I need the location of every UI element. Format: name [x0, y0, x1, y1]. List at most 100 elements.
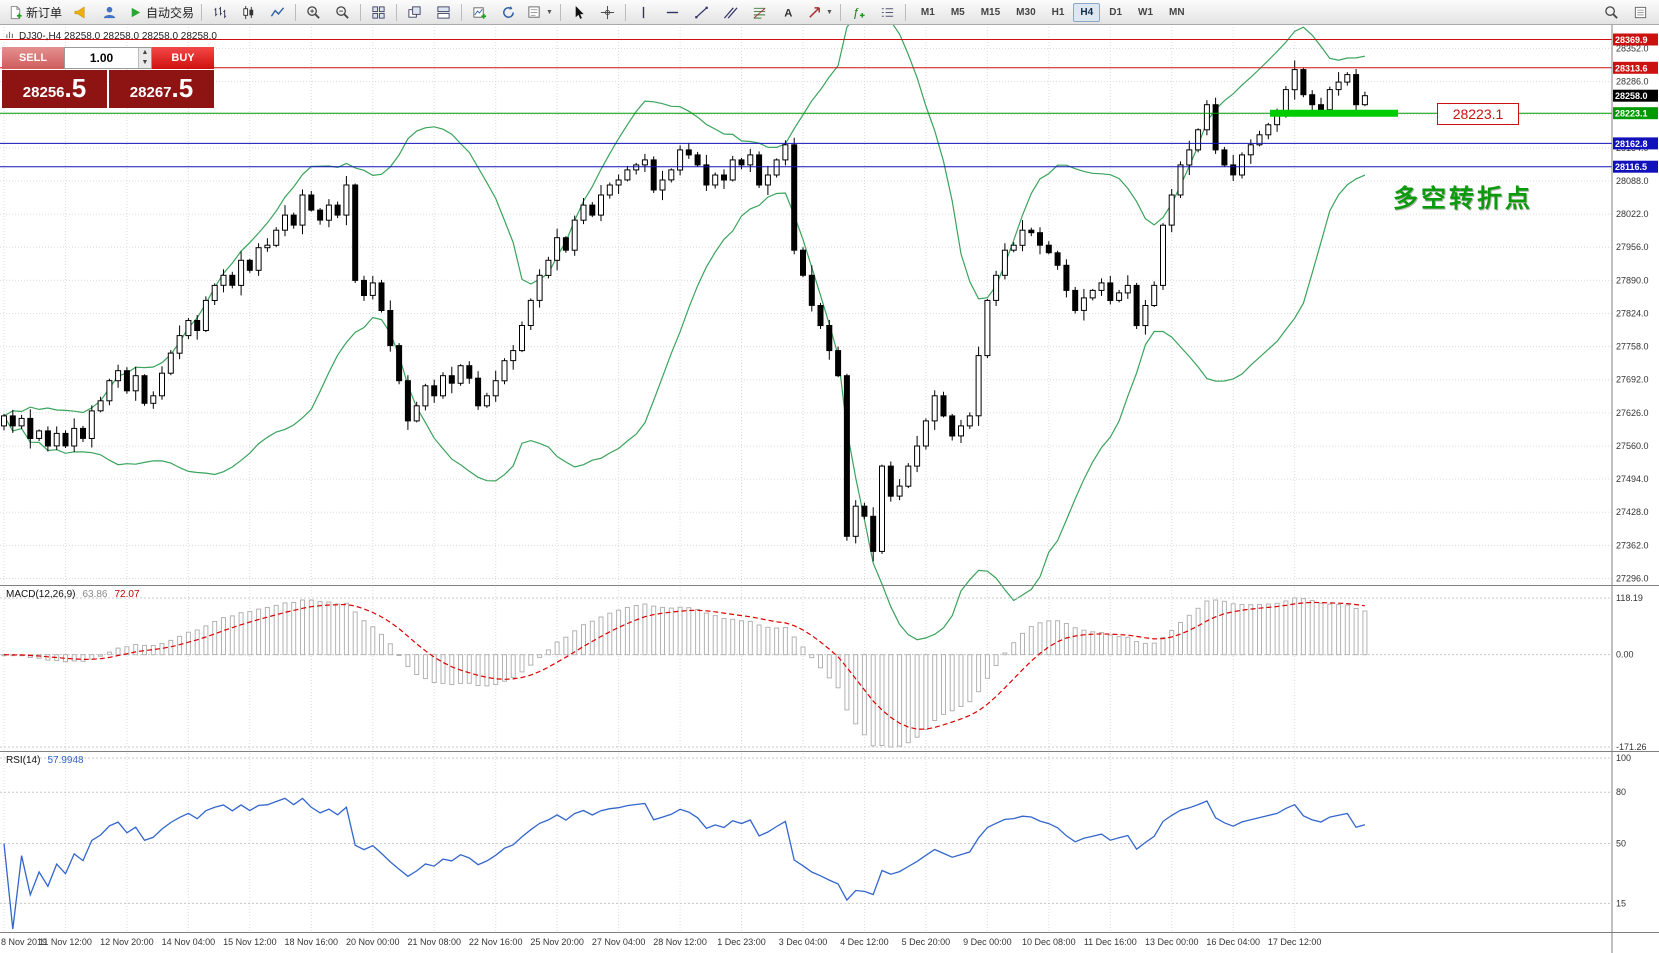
buy-button[interactable]: BUY [152, 47, 214, 69]
price-axis-label: 27560.0 [1616, 441, 1649, 451]
bar-chart-icon[interactable] [205, 1, 234, 24]
toolbar-separator [624, 3, 626, 21]
cursor-icon[interactable] [564, 1, 593, 24]
arrange-windows-icon[interactable] [429, 1, 458, 24]
volume-input[interactable] [65, 48, 138, 68]
chart-template-icon[interactable]: ▼ [523, 1, 557, 24]
rsi-value: 57.9948 [47, 755, 84, 766]
autotrading-button[interactable]: 自动交易 [124, 1, 198, 24]
time-axis-label: 22 Nov 16:00 [469, 937, 523, 947]
toolbar-separator [360, 3, 362, 21]
macd-main-value: 63.86 [82, 589, 108, 600]
tile-windows-icon[interactable] [364, 1, 393, 24]
price-axis-tag-text: 28369.9 [1615, 35, 1648, 45]
macd-axis-label: -171.26 [1616, 742, 1647, 752]
data-window-icon[interactable] [1626, 1, 1655, 24]
zoom-in-icon[interactable] [299, 1, 328, 24]
toolbar-separator [839, 3, 841, 21]
timeframe-d1[interactable]: D1 [1109, 6, 1123, 18]
macd-axis-label: 0.00 [1616, 650, 1634, 660]
price-axis-tag [1613, 33, 1658, 46]
rsi-axis-label: 15 [1616, 898, 1626, 908]
main-toolbar: 新订单 自动交易 [0, 0, 1659, 25]
toolbar-separator [559, 3, 561, 21]
price-axis-label: 28088.0 [1616, 176, 1649, 186]
timeframe-m1[interactable]: M1 [920, 6, 935, 18]
search-icon[interactable] [1597, 1, 1626, 24]
toolbar-separator [461, 3, 463, 21]
price-level-tag[interactable]: 28223.1 [1437, 103, 1519, 125]
timeframe-mn[interactable]: MN [1169, 6, 1185, 18]
time-axis-label: 11 Dec 16:00 [1084, 937, 1137, 947]
rsi-indicator-label: RSI(14) 57.9948 [6, 755, 84, 766]
timeframe-m15[interactable]: M15 [980, 6, 1001, 18]
line-chart-icon[interactable] [263, 1, 292, 24]
chevron-down-icon: ▼ [546, 8, 553, 16]
zoom-out-icon[interactable] [328, 1, 357, 24]
volume-spin-buttons[interactable]: ▲ ▼ [138, 48, 151, 68]
timeframe-h1[interactable]: H1 [1051, 6, 1065, 18]
channel-tool-icon[interactable] [716, 1, 745, 24]
one-click-trading-panel: SELL ▲▼ BUY 28256.5 28267.5 [2, 47, 214, 108]
time-axis-label: 20 Nov 00:00 [346, 937, 400, 947]
sell-button[interactable]: SELL [2, 47, 64, 69]
price-axis-label: 28352.0 [1616, 43, 1649, 53]
fibonacci-tool-icon[interactable] [745, 1, 774, 24]
time-axis-label: 17 Dec 12:00 [1268, 937, 1322, 947]
buy-price[interactable]: 28267.5 [109, 70, 214, 108]
objects-list-icon[interactable] [873, 1, 902, 24]
bollinger-bands [3, 3, 1366, 641]
time-axis-label: 12 Nov 20:00 [100, 937, 154, 947]
refresh-icon[interactable] [494, 1, 523, 24]
price-axis-label: 27362.0 [1616, 540, 1649, 550]
price-axis-label: 27824.0 [1616, 308, 1649, 318]
cascade-windows-icon[interactable] [400, 1, 429, 24]
candlestick-chart-icon[interactable] [234, 1, 263, 24]
macd-signal-value: 72.07 [114, 589, 140, 600]
community-icon[interactable] [95, 1, 124, 24]
volume-stepper[interactable]: ▲▼ [64, 47, 152, 69]
timeframe-m5[interactable]: M5 [950, 6, 965, 18]
crosshair-icon[interactable] [593, 1, 622, 24]
toolbar-separator [295, 3, 297, 21]
toolbar-separator [201, 3, 203, 21]
price-axis-label: 27956.0 [1616, 242, 1649, 252]
autotrading-label: 自动交易 [146, 5, 195, 20]
new-order-label: 新订单 [26, 5, 63, 20]
price-axis-label: 27758.0 [1616, 342, 1649, 352]
arrows-tool-icon[interactable]: ▼ [803, 1, 837, 24]
time-axis-label: 21 Nov 08:00 [407, 937, 461, 947]
price-axis-tag [1613, 160, 1658, 173]
horizontal-line-tool-icon[interactable] [658, 1, 687, 24]
sell-price[interactable]: 28256.5 [2, 70, 107, 108]
price-axis-label: 28022.0 [1616, 209, 1649, 219]
timeframe-h4[interactable]: H4 [1073, 2, 1101, 22]
vertical-line-tool-icon[interactable] [629, 1, 658, 24]
time-axis-label: 13 Dec 00:00 [1145, 937, 1199, 947]
timeframe-toolbar: M1 M5 M15 M30 H1 H4 D1 W1 MN [913, 2, 1193, 22]
volume-down-icon[interactable]: ▼ [138, 58, 151, 68]
macd-indicator-label: MACD(12,26,9) 63.86 72.07 [6, 589, 140, 600]
toolbar-right-group [1597, 1, 1655, 24]
chevron-down-icon: ▼ [825, 8, 833, 16]
new-order-button[interactable]: 新订单 [4, 1, 66, 24]
new-chart-icon[interactable] [465, 1, 494, 24]
time-axis-label: 28 Nov 12:00 [653, 937, 707, 947]
time-axis-label: 27 Nov 04:00 [592, 937, 646, 947]
horizontal-lines-layer [0, 39, 1612, 168]
rsi-axis-label: 80 [1616, 787, 1626, 797]
new-order-icon [8, 5, 23, 20]
time-axis-label: 11 Nov 12:00 [39, 937, 92, 947]
news-icon[interactable] [66, 1, 95, 24]
price-axis-label: 28286.0 [1616, 77, 1649, 87]
price-axis-tag-text: 28162.8 [1615, 139, 1648, 149]
volume-up-icon[interactable]: ▲ [138, 48, 151, 58]
price-axis-tag [1613, 89, 1658, 102]
indicators-icon[interactable]: ƒ [844, 1, 873, 24]
trendline-tool-icon[interactable] [687, 1, 716, 24]
timeframe-m30[interactable]: M30 [1016, 6, 1036, 18]
timeframe-w1[interactable]: W1 [1138, 6, 1154, 18]
text-tool-icon[interactable]: A [774, 1, 803, 24]
